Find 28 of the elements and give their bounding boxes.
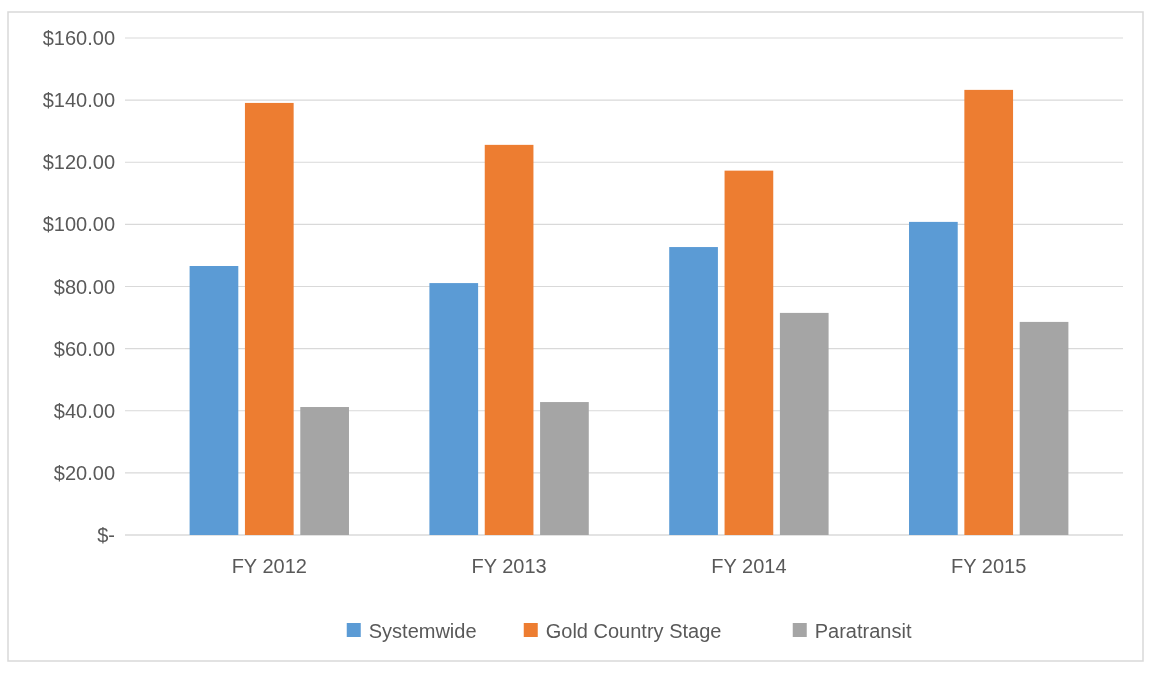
y-tick-label: $- [97,524,115,546]
y-tick-label: $60.00 [53,337,115,360]
bar [724,170,774,535]
bar [779,312,829,535]
legend-label: Gold Country Stage [545,620,722,642]
y-tick-label: $20.00 [53,461,115,484]
bar [1019,321,1069,535]
legend-label: Systemwide [368,620,477,642]
bar [669,247,718,535]
legend-label: Paratransit [814,620,912,642]
y-tick-label: $80.00 [53,275,115,298]
y-tick-label: $120.00 [42,151,115,174]
y-tick-label: $100.00 [42,213,115,236]
bar [909,221,958,535]
bar [300,407,349,535]
bar [189,266,239,535]
bar [964,89,1014,535]
bar [484,144,534,535]
x-tick-label: FY 2015 [951,555,1027,577]
x-tick-label: FY 2014 [711,555,787,577]
bar [244,102,294,535]
bar [429,283,479,535]
x-tick-label: FY 2012 [231,555,307,577]
y-tick-label: $160.00 [42,27,115,49]
bar [540,402,589,535]
y-tick-label: $40.00 [53,399,115,422]
x-tick-label: FY 2013 [471,555,547,577]
y-tick-label: $140.00 [42,89,115,112]
